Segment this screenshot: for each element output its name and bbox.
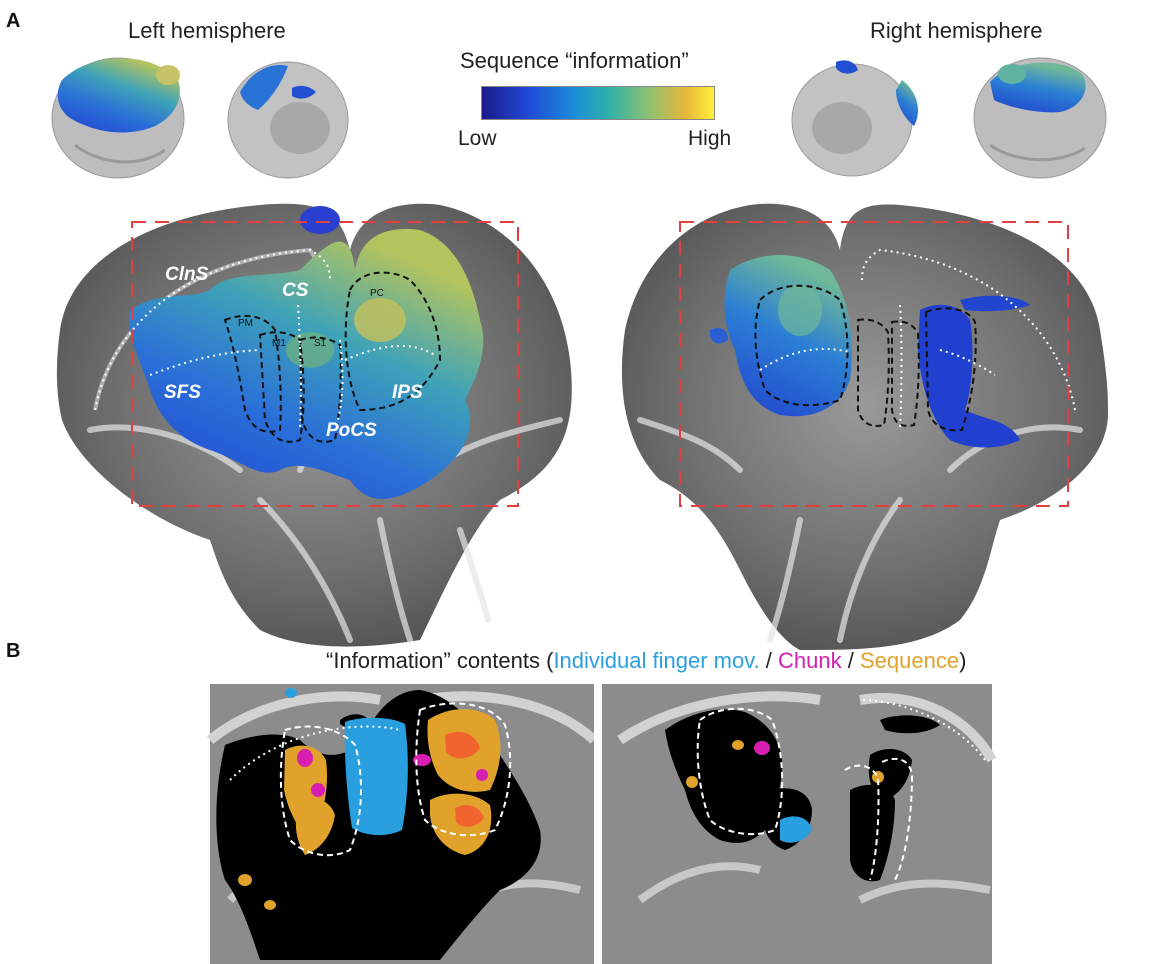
left-flatmap: ClnS CS SFS IPS PoCS PM M1 S1 PC — [56, 203, 572, 647]
panel-b-title-suffix: ) — [959, 648, 967, 673]
legend-finger: Individual finger mov. — [553, 648, 760, 673]
label-clns: ClnS — [165, 264, 209, 285]
right-lateral-brain-icon — [973, 57, 1107, 179]
panel-b-right-map — [602, 684, 997, 964]
legend-sequence: Sequence — [859, 648, 960, 673]
legend-sep-2: / — [841, 648, 860, 673]
colorbar — [481, 86, 715, 120]
label-pm: PM — [238, 318, 253, 329]
panel-a-letter: A — [6, 10, 21, 32]
left-lateral-brain-icon — [51, 57, 185, 179]
panel-b-title-prefix: “Information” contents ( — [326, 648, 554, 673]
panel-b-left-map — [206, 684, 598, 964]
right-medial-brain-icon — [791, 60, 918, 177]
left-medial-brain-icon — [227, 61, 349, 179]
right-flatmap — [621, 203, 1109, 650]
left-hemisphere-title: Left hemisphere — [128, 18, 286, 43]
panel-b-letter: B — [6, 640, 21, 662]
legend-sep-1: / — [759, 648, 779, 673]
label-m1: M1 — [272, 338, 286, 349]
right-hemisphere-title: Right hemisphere — [870, 18, 1043, 43]
label-s1: S1 — [314, 338, 327, 349]
label-sfs: SFS — [164, 382, 201, 403]
panel-b-title: “Information” contents (Individual finge… — [326, 648, 966, 674]
colorbar-high-label: High — [688, 127, 732, 150]
label-pocs: PoCS — [326, 420, 377, 441]
label-cs: CS — [282, 280, 309, 301]
colorbar-title: Sequence “information” — [460, 48, 689, 73]
label-pc: PC — [370, 288, 384, 299]
label-ips: IPS — [392, 382, 423, 403]
colorbar-low-label: Low — [458, 127, 497, 150]
legend-chunk: Chunk — [778, 648, 842, 673]
